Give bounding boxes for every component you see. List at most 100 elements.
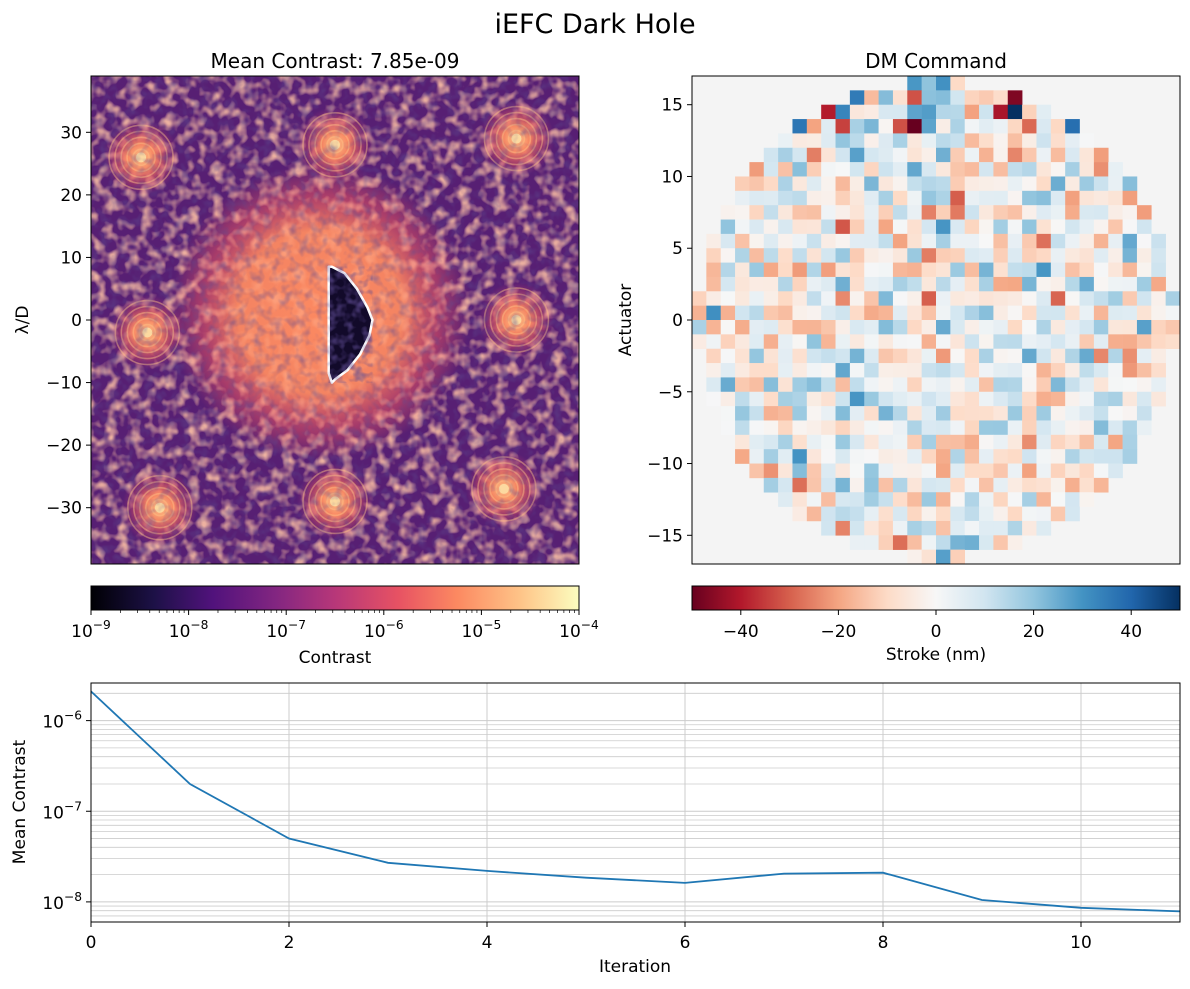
dm-actuator-cell: [1036, 205, 1052, 220]
dm-actuator-cell: [907, 420, 922, 436]
dm-actuator-cell: [979, 334, 994, 349]
dm-actuator-cell: [1036, 262, 1052, 278]
dm-actuator-cell: [907, 219, 922, 235]
dm-actuator-cell: [950, 377, 965, 393]
dm-actuator-cell: [979, 363, 994, 378]
dm-actuator-cell: [993, 463, 1009, 479]
dm-actuator-cell: [979, 205, 994, 220]
dm-actuator-cell: [835, 320, 851, 335]
dm-command-ytick-label: 15: [661, 96, 683, 116]
dm-actuator-cell: [1079, 320, 1095, 335]
dm-actuator-cell: [1122, 434, 1138, 450]
dm-actuator-cell: [864, 90, 879, 105]
dm-actuator-cell: [849, 363, 865, 378]
dm-actuator-cell: [763, 233, 779, 249]
dm-actuator-cell: [864, 391, 879, 407]
dm-actuator-cell: [1050, 176, 1066, 192]
dm-actuator-cell: [1022, 133, 1037, 149]
dm-actuator-cell: [921, 477, 937, 493]
dm-actuator-cell: [1022, 377, 1037, 393]
dm-actuator-cell: [1036, 276, 1052, 292]
dm-actuator-cell: [950, 463, 965, 479]
dm-actuator-cell: [1036, 391, 1052, 407]
dm-actuator-cell: [1036, 190, 1052, 206]
dm-actuator-cell: [993, 219, 1009, 235]
dm-actuator-cell: [864, 305, 879, 321]
stroke-colorbar-ticks: −40 −20 0 20 40: [723, 610, 1142, 642]
dm-actuator-cell: [979, 291, 994, 306]
dm-actuator-cell: [849, 233, 865, 249]
dm-actuator-cell: [1050, 477, 1066, 493]
dm-actuator-cell: [892, 420, 908, 436]
dm-actuator-cell: [792, 133, 808, 149]
dm-actuator-cell: [1122, 334, 1138, 349]
dm-actuator-cell: [763, 320, 779, 335]
dm-actuator-cell: [921, 104, 937, 120]
dm-actuator-cell: [835, 190, 851, 206]
dm-actuator-cell: [1036, 291, 1052, 306]
dm-actuator-cell: [892, 219, 908, 235]
dm-actuator-cell: [921, 119, 937, 134]
dm-actuator-cell: [1050, 305, 1066, 321]
dm-actuator-cell: [1079, 391, 1095, 407]
dm-actuator-cell: [1093, 420, 1109, 436]
dm-actuator-cell: [1065, 133, 1080, 149]
dm-actuator-cell: [835, 420, 851, 436]
dm-actuator-cell: [1007, 262, 1023, 278]
dm-actuator-cell: [892, 104, 908, 120]
dm-actuator-cell: [864, 133, 879, 149]
dm-actuator-cell: [1065, 363, 1080, 378]
dm-actuator-cell: [806, 348, 822, 364]
dm-actuator-cell: [979, 406, 994, 421]
dm-actuator-cell: [1093, 162, 1109, 177]
dm-actuator-cell: [821, 291, 836, 306]
dm-actuator-cell: [778, 334, 793, 349]
dm-actuator-cell: [864, 190, 879, 206]
dm-actuator-cell: [835, 205, 851, 220]
stroke-colorbar-label: Stroke (nm): [886, 645, 986, 665]
figure-suptitle: iEFC Dark Hole: [494, 9, 695, 40]
dm-actuator-cell: [1036, 348, 1052, 364]
dm-actuator-cell: [1022, 434, 1037, 450]
dm-actuator-cell: [735, 219, 750, 235]
dm-actuator-cell: [1093, 305, 1109, 321]
dm-actuator-cell: [821, 334, 836, 349]
dm-actuator-cell: [1122, 219, 1138, 235]
dm-actuator-cell: [964, 147, 980, 163]
dm-actuator-cell: [1093, 291, 1109, 306]
dm-actuator-cell: [792, 233, 808, 249]
dm-actuator-cell: [979, 348, 994, 364]
dm-actuator-cell: [936, 492, 951, 507]
dm-actuator-cell: [921, 133, 937, 149]
dm-actuator-cell: [950, 147, 965, 163]
dm-actuator-cell: [907, 104, 922, 120]
dm-actuator-cell: [936, 219, 951, 235]
dm-actuator-cell: [964, 434, 980, 450]
dm-actuator-cell: [763, 248, 779, 263]
dm-actuator-cell: [907, 391, 922, 407]
dm-actuator-cell: [778, 305, 793, 321]
dm-actuator-cell: [735, 248, 750, 263]
dm-actuator-cell: [878, 492, 894, 507]
dm-actuator-cell: [1108, 190, 1123, 206]
dm-actuator-cell: [936, 205, 951, 220]
dm-actuator-cell: [1050, 147, 1066, 163]
focal-plane-ytick-label: −30: [46, 499, 82, 519]
dm-actuator-cell: [936, 190, 951, 206]
dm-actuator-cell: [821, 377, 836, 393]
dm-command-ylabel: Actuator: [616, 284, 636, 357]
dm-actuator-cell: [806, 276, 822, 292]
dm-actuator-cell: [1036, 119, 1052, 134]
dm-actuator-cell: [720, 276, 736, 292]
dm-actuator-cell: [806, 334, 822, 349]
dm-actuator-cell: [835, 119, 851, 134]
dm-actuator-cell: [778, 348, 793, 364]
dm-actuator-cell: [993, 133, 1009, 149]
dm-actuator-cell: [864, 233, 879, 249]
dm-actuator-cell: [806, 377, 822, 393]
dm-actuator-cell: [878, 477, 894, 493]
focal-plane-axes: −30 −20 −10 0 10 20 30: [46, 123, 91, 519]
dm-actuator-cell: [936, 233, 951, 249]
contrast-colorbar-ticks: 10−9 10−8 10−7 10−6 10−5 10−4: [71, 610, 599, 642]
dm-actuator-cell: [1151, 291, 1166, 306]
